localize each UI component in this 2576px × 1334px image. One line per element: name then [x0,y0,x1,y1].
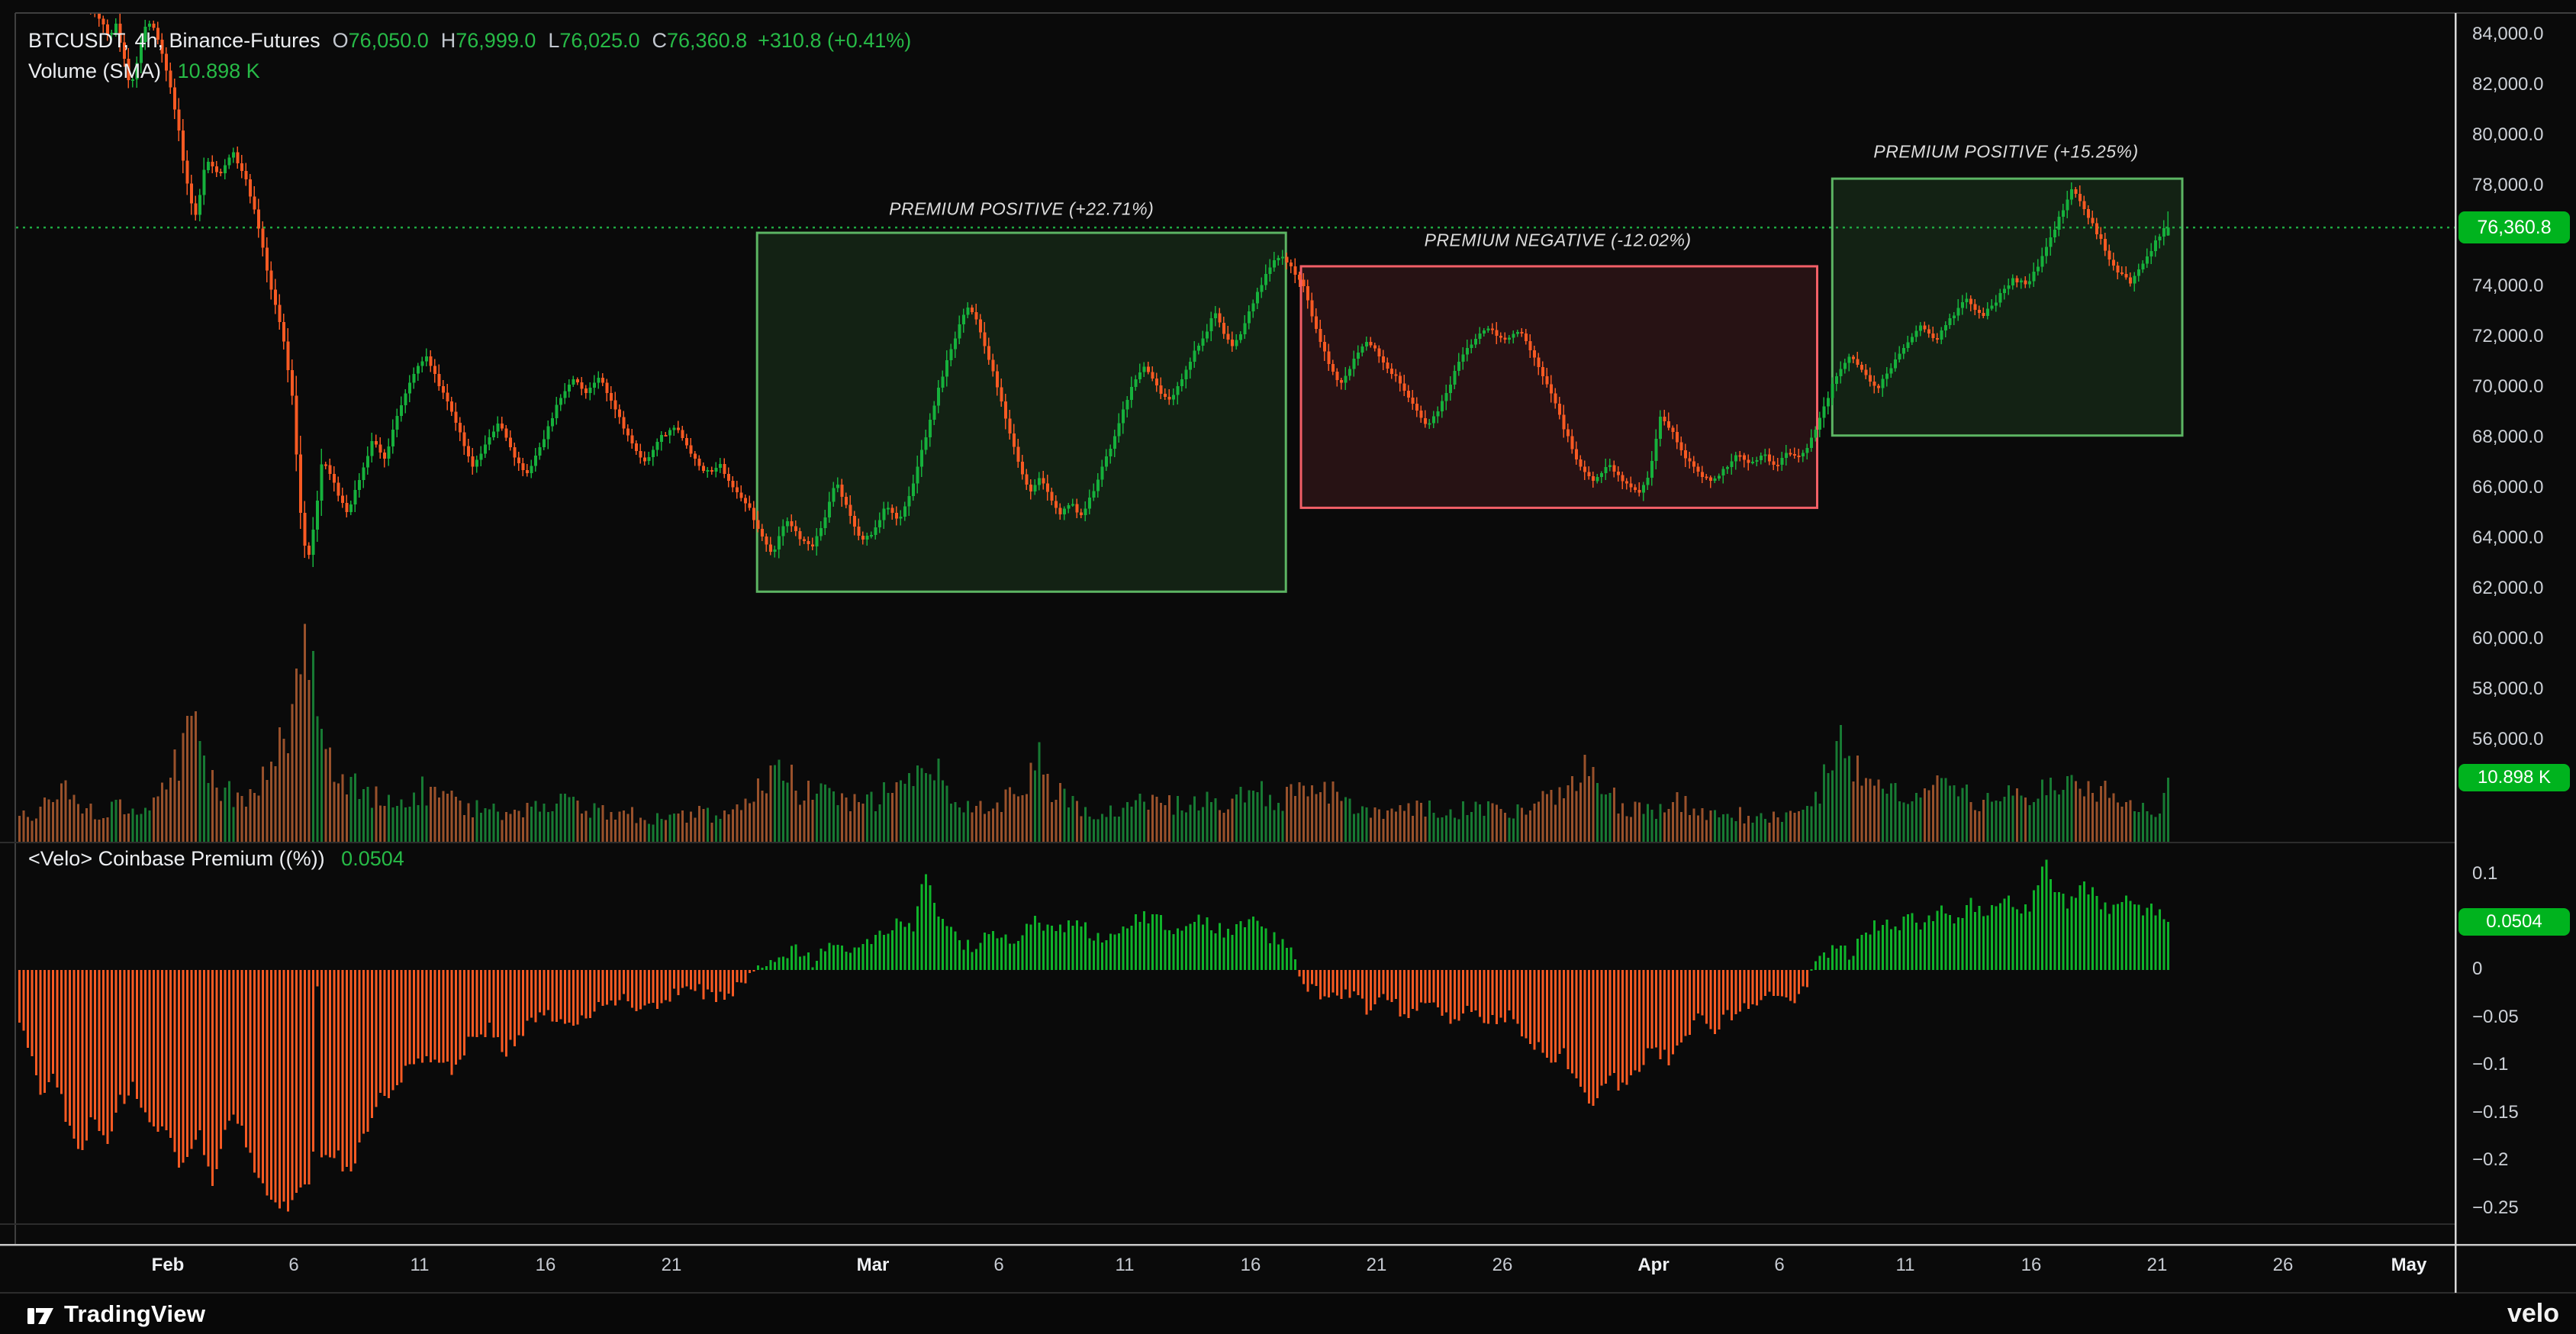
time-tick-label: 21 [661,1255,682,1275]
candle-series [90,14,2170,568]
price-tick-label: 64,000.0 [2472,527,2544,548]
price-tick-label: 74,000.0 [2472,276,2544,296]
ohlc-key: C [652,29,668,52]
premium-tick-label: −0.15 [2472,1101,2519,1123]
ohlc-key: O [332,29,349,52]
price-tick-label: 62,000.0 [2472,578,2544,598]
premium-legend-row[interactable]: <Velo> Coinbase Premium ((%)) 0.0504 [28,846,404,872]
volume-title: Volume (SMA) [28,60,162,82]
time-tick-label: 6 [1774,1255,1785,1275]
premium-tick-label: −0.05 [2472,1006,2519,1027]
premium-tick-label: 0.1 [2472,863,2498,884]
last-price-label: 76,360.8 [2458,211,2570,244]
price-tick-label: 78,000.0 [2472,175,2544,195]
time-tick-label: 16 [2021,1255,2042,1275]
annotation-premium-negative: PREMIUM NEGATIVE (-12.02%) [1424,230,1692,250]
annotation-premium-positive-1: PREMIUM POSITIVE (+22.71%) [889,198,1154,219]
time-tick-label: 21 [1366,1255,1387,1275]
symbol-legend-row[interactable]: BTCUSDT, 4h, Binance-Futures O76,050.0 H76… [28,27,911,53]
price-tick-label: 72,000.0 [2472,326,2544,346]
annotation-premium-positive-2: PREMIUM POSITIVE (+15.25%) [1873,141,2139,162]
price-tick-label: 84,000.0 [2472,24,2544,44]
time-tick-label: 11 [1895,1255,1915,1275]
price-tick-label: 82,000.0 [2472,74,2544,95]
price-tick-label: 80,000.0 [2472,124,2544,145]
price-tick-label: 58,000.0 [2472,678,2544,699]
price-tick-label: 68,000.0 [2472,427,2544,447]
last-premium-label: 0.0504 [2458,908,2570,936]
annotation-box-positive [1831,177,2184,437]
time-tick-label: 26 [1492,1255,1513,1275]
ohlc-key: L [548,29,560,52]
tradingview-text: TradingView [64,1300,206,1327]
ohlc-value: 76,050.0 [348,29,429,52]
time-tick-label: 11 [410,1255,430,1275]
price-tick-label: 56,000.0 [2472,729,2544,749]
last-volume-label: 10.898 K [2458,764,2570,792]
pane-borders [0,12,2576,1294]
time-tick-label: 21 [2146,1255,2168,1275]
volume-legend-row[interactable]: Volume (SMA) 10.898 K [28,58,260,84]
tradingview-icon [27,1308,53,1324]
time-tick-label: 11 [1115,1255,1135,1275]
premium-tick-label: −0.25 [2472,1197,2519,1218]
price-tick-label: 60,000.0 [2472,628,2544,649]
time-tick-label: Feb [151,1255,185,1275]
premium-tick-label: −0.2 [2472,1149,2509,1170]
premium-title: <Velo> Coinbase Premium ((%)) [28,847,325,870]
velo-text: velo [2507,1299,2559,1328]
price-tick-label: 70,000.0 [2472,376,2544,397]
premium-tick-label: −0.1 [2472,1054,2509,1075]
time-tick-label: Mar [856,1255,890,1275]
velo-logo[interactable]: velo [2507,1299,2559,1329]
ohlc-key: H [440,29,456,52]
time-tick-label: May [2391,1255,2427,1275]
time-tick-label: 16 [1240,1255,1261,1275]
symbol-title: BTCUSDT, 4h, Binance-Futures [28,29,320,52]
time-tick-label: 16 [535,1255,556,1275]
ohlc-value: 76,999.0 [456,29,536,52]
price-tick-label: 66,000.0 [2472,477,2544,498]
volume-value: 10.898 K [177,60,260,82]
ohlc-value: 76,025.0 [559,29,640,52]
ohlc-values: O76,050.0 H76,999.0 L76,025.0 C76,360.8 [320,29,747,52]
time-tick-label: 6 [288,1255,299,1275]
ohlc-value: 76,360.8 [667,29,748,52]
time-tick-label: 26 [2272,1255,2294,1275]
premium-value: 0.0504 [341,847,404,870]
premium-series [18,859,2169,1212]
tradingview-logo[interactable]: TradingView [27,1300,205,1328]
change-value: +310.8 (+0.41%) [758,29,912,52]
time-tick-label: Apr [1637,1255,1670,1275]
premium-tick-label: 0 [2472,959,2483,979]
volume-series [18,624,2169,842]
annotation-box-negative [1299,265,1818,509]
time-axis[interactable] [0,1245,2576,1293]
annotation-box-positive [755,231,1287,593]
footer-bar: TradingView velo [0,1294,2576,1334]
time-tick-label: 6 [993,1255,1004,1275]
